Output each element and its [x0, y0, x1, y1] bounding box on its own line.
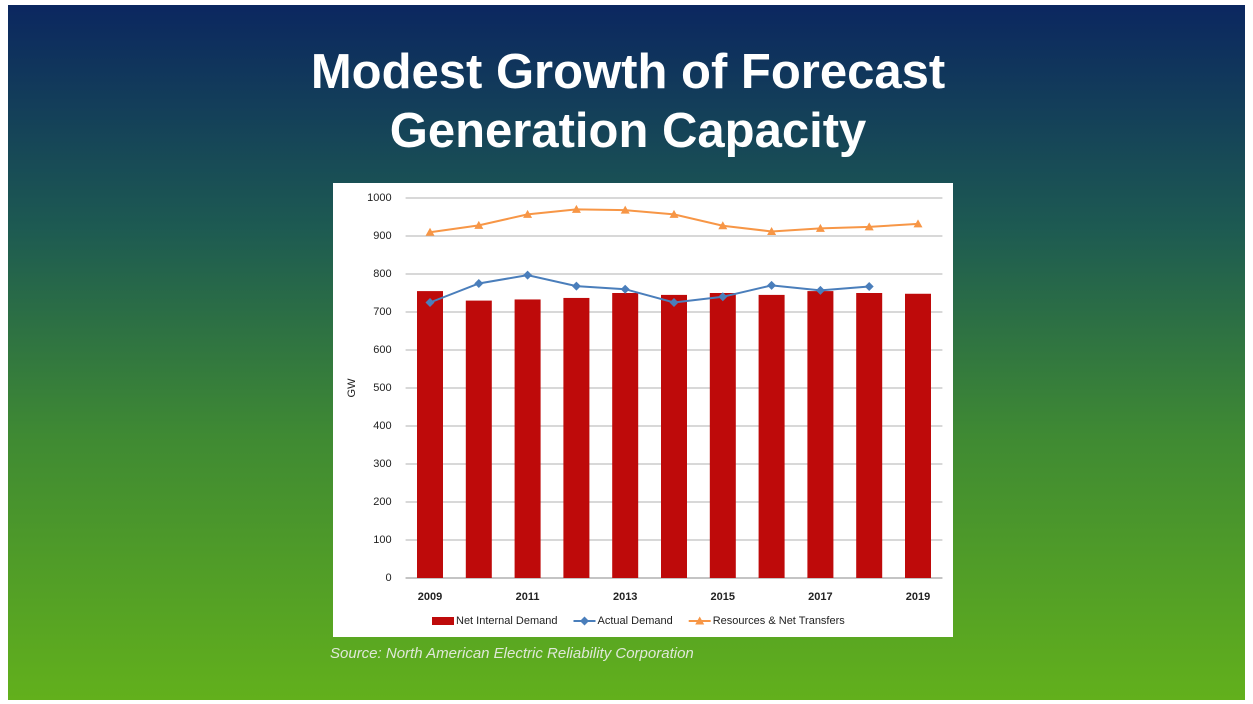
legend-marker [580, 616, 589, 626]
line-marker [815, 285, 825, 295]
x-tick-label: 2009 [418, 591, 442, 603]
bar [758, 294, 785, 578]
line-marker [474, 220, 484, 229]
bar [514, 299, 541, 578]
legend-label: Actual Demand [598, 615, 673, 627]
line-marker [767, 226, 777, 235]
y-tick-label: 900 [373, 230, 391, 242]
bar [563, 297, 590, 578]
legend-swatch [432, 617, 454, 625]
line [429, 274, 870, 304]
y-tick-label: 300 [373, 458, 391, 470]
legend-marker [695, 616, 705, 625]
y-tick-label: 500 [373, 382, 391, 394]
x-tick-label: 2019 [906, 591, 930, 603]
bar [905, 293, 931, 578]
line-marker [571, 281, 581, 291]
line-marker [523, 270, 533, 280]
y-tick-label: 700 [373, 306, 391, 318]
line-marker [425, 298, 435, 307]
source-note: Source: North American Electric Reliabil… [330, 645, 694, 662]
line-marker [718, 221, 728, 230]
line-marker [620, 284, 630, 294]
y-tick-label: 100 [373, 534, 391, 546]
legend-label: Resources & Net Transfers [713, 615, 846, 627]
y-axis-label: GW [346, 378, 358, 398]
bar [661, 294, 687, 578]
line-marker [620, 205, 630, 214]
y-tick-label: 200 [373, 496, 391, 508]
y-tick-label: 800 [373, 268, 391, 280]
line-marker [864, 222, 874, 231]
x-tick-label: 2013 [613, 591, 637, 603]
x-tick-label: 2017 [808, 591, 832, 603]
line-marker [669, 209, 679, 218]
y-tick-label: 1000 [367, 192, 391, 204]
line-marker [571, 204, 581, 213]
bar [856, 293, 883, 578]
line-marker [474, 279, 484, 288]
bar [612, 293, 639, 578]
bar [709, 293, 736, 578]
line-marker [718, 292, 728, 302]
y-tick-label: 600 [373, 344, 391, 356]
line-marker [425, 227, 435, 236]
line-marker [767, 280, 777, 290]
legend-label: Net Internal Demand [456, 615, 558, 627]
line-marker [913, 219, 923, 228]
line-marker [523, 209, 533, 218]
bar [807, 291, 834, 578]
line-marker [815, 223, 825, 232]
line-marker [864, 282, 874, 292]
bar [417, 291, 443, 578]
x-tick-label: 2011 [516, 591, 540, 603]
y-tick-label: 0 [385, 572, 391, 584]
slide-title: Modest Growth of Forecast Generation Cap… [310, 45, 946, 158]
x-tick-label: 2015 [711, 591, 735, 603]
line-marker [669, 298, 679, 307]
y-tick-label: 400 [373, 420, 391, 432]
bar [465, 300, 492, 578]
